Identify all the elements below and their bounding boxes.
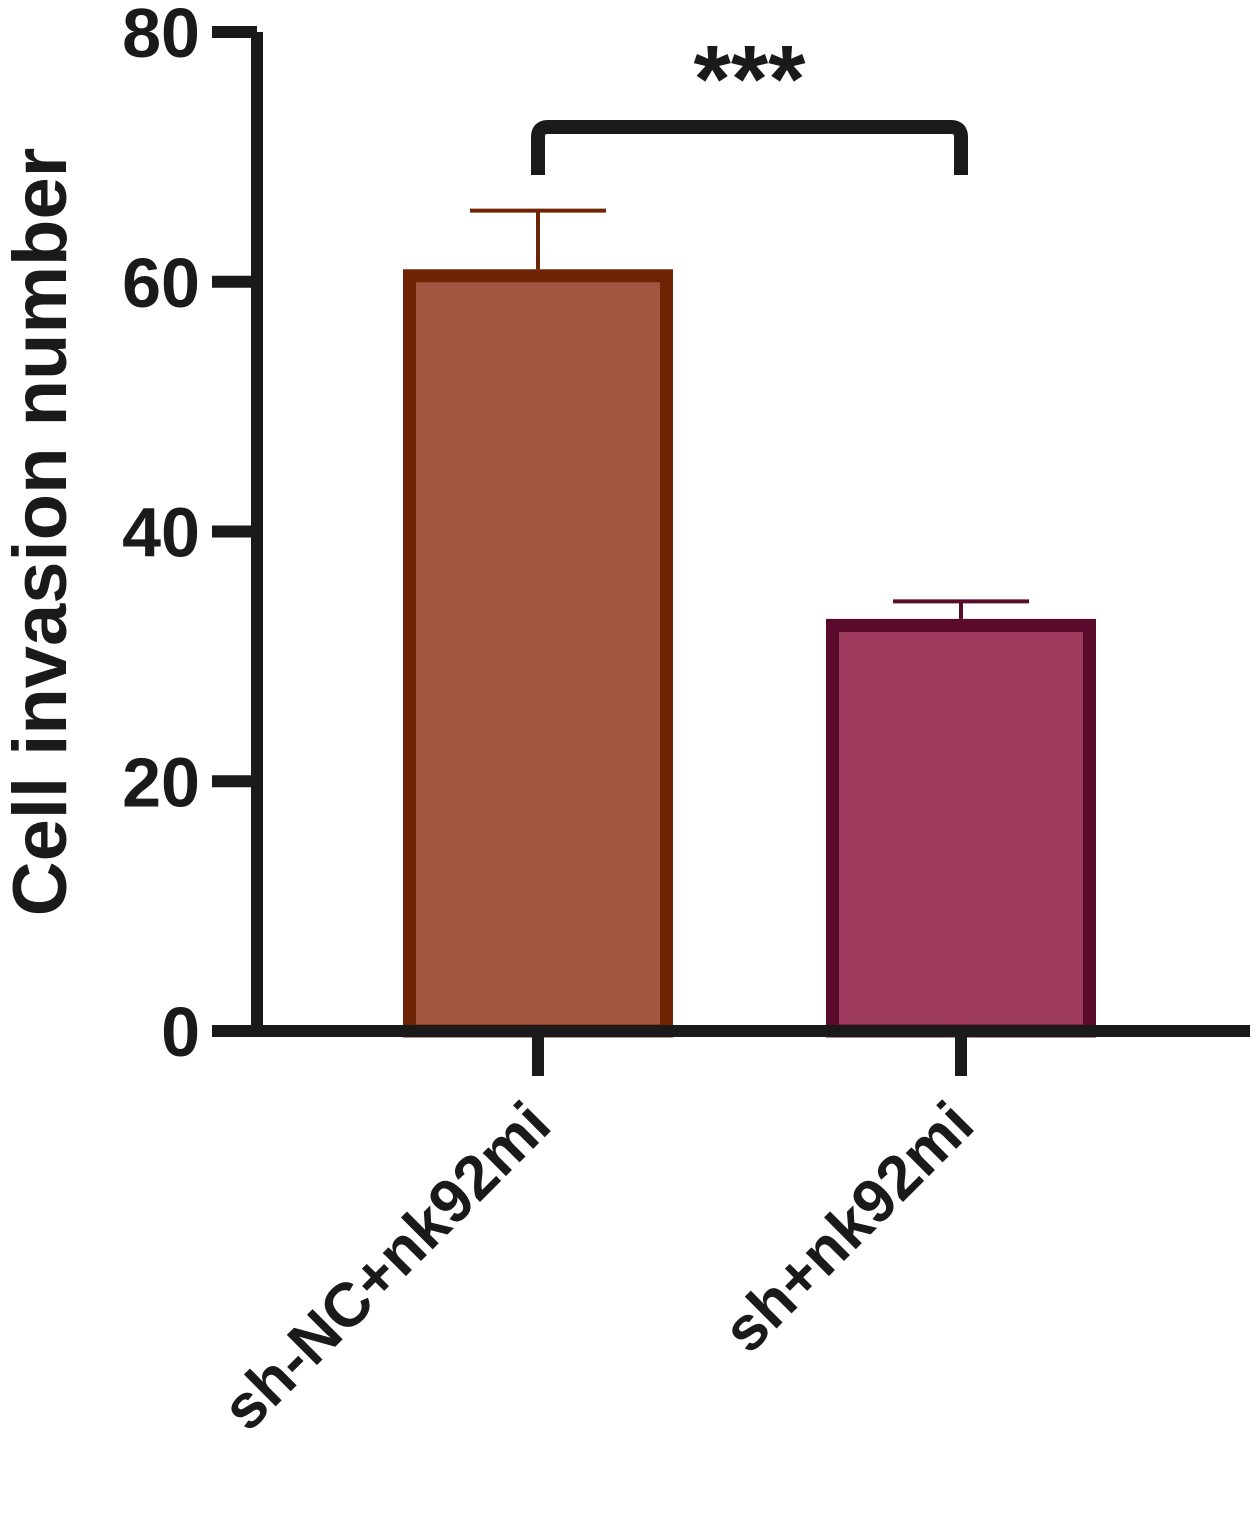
bars-layer	[403, 208, 1096, 1038]
x-category-label-2: sh+nk92mi	[710, 1089, 987, 1366]
axes-layer	[212, 26, 1250, 1076]
annotation-layer: ***	[531, 26, 968, 175]
y-axis-title: Cell invasion number	[0, 148, 83, 917]
significance-bracket	[531, 120, 968, 175]
bar-1	[403, 269, 673, 1038]
y-tick-label-60: 60	[122, 244, 200, 322]
x-category-label-1: sh-NC+nk92mi	[209, 1089, 564, 1444]
y-tick-label-20: 20	[122, 743, 200, 821]
y-tick-label-0: 0	[161, 993, 200, 1071]
y-tick-label-80: 80	[122, 0, 200, 72]
significance-label: ***	[693, 26, 806, 133]
y-tick-label-40: 40	[122, 494, 200, 572]
bar-2	[826, 618, 1096, 1038]
